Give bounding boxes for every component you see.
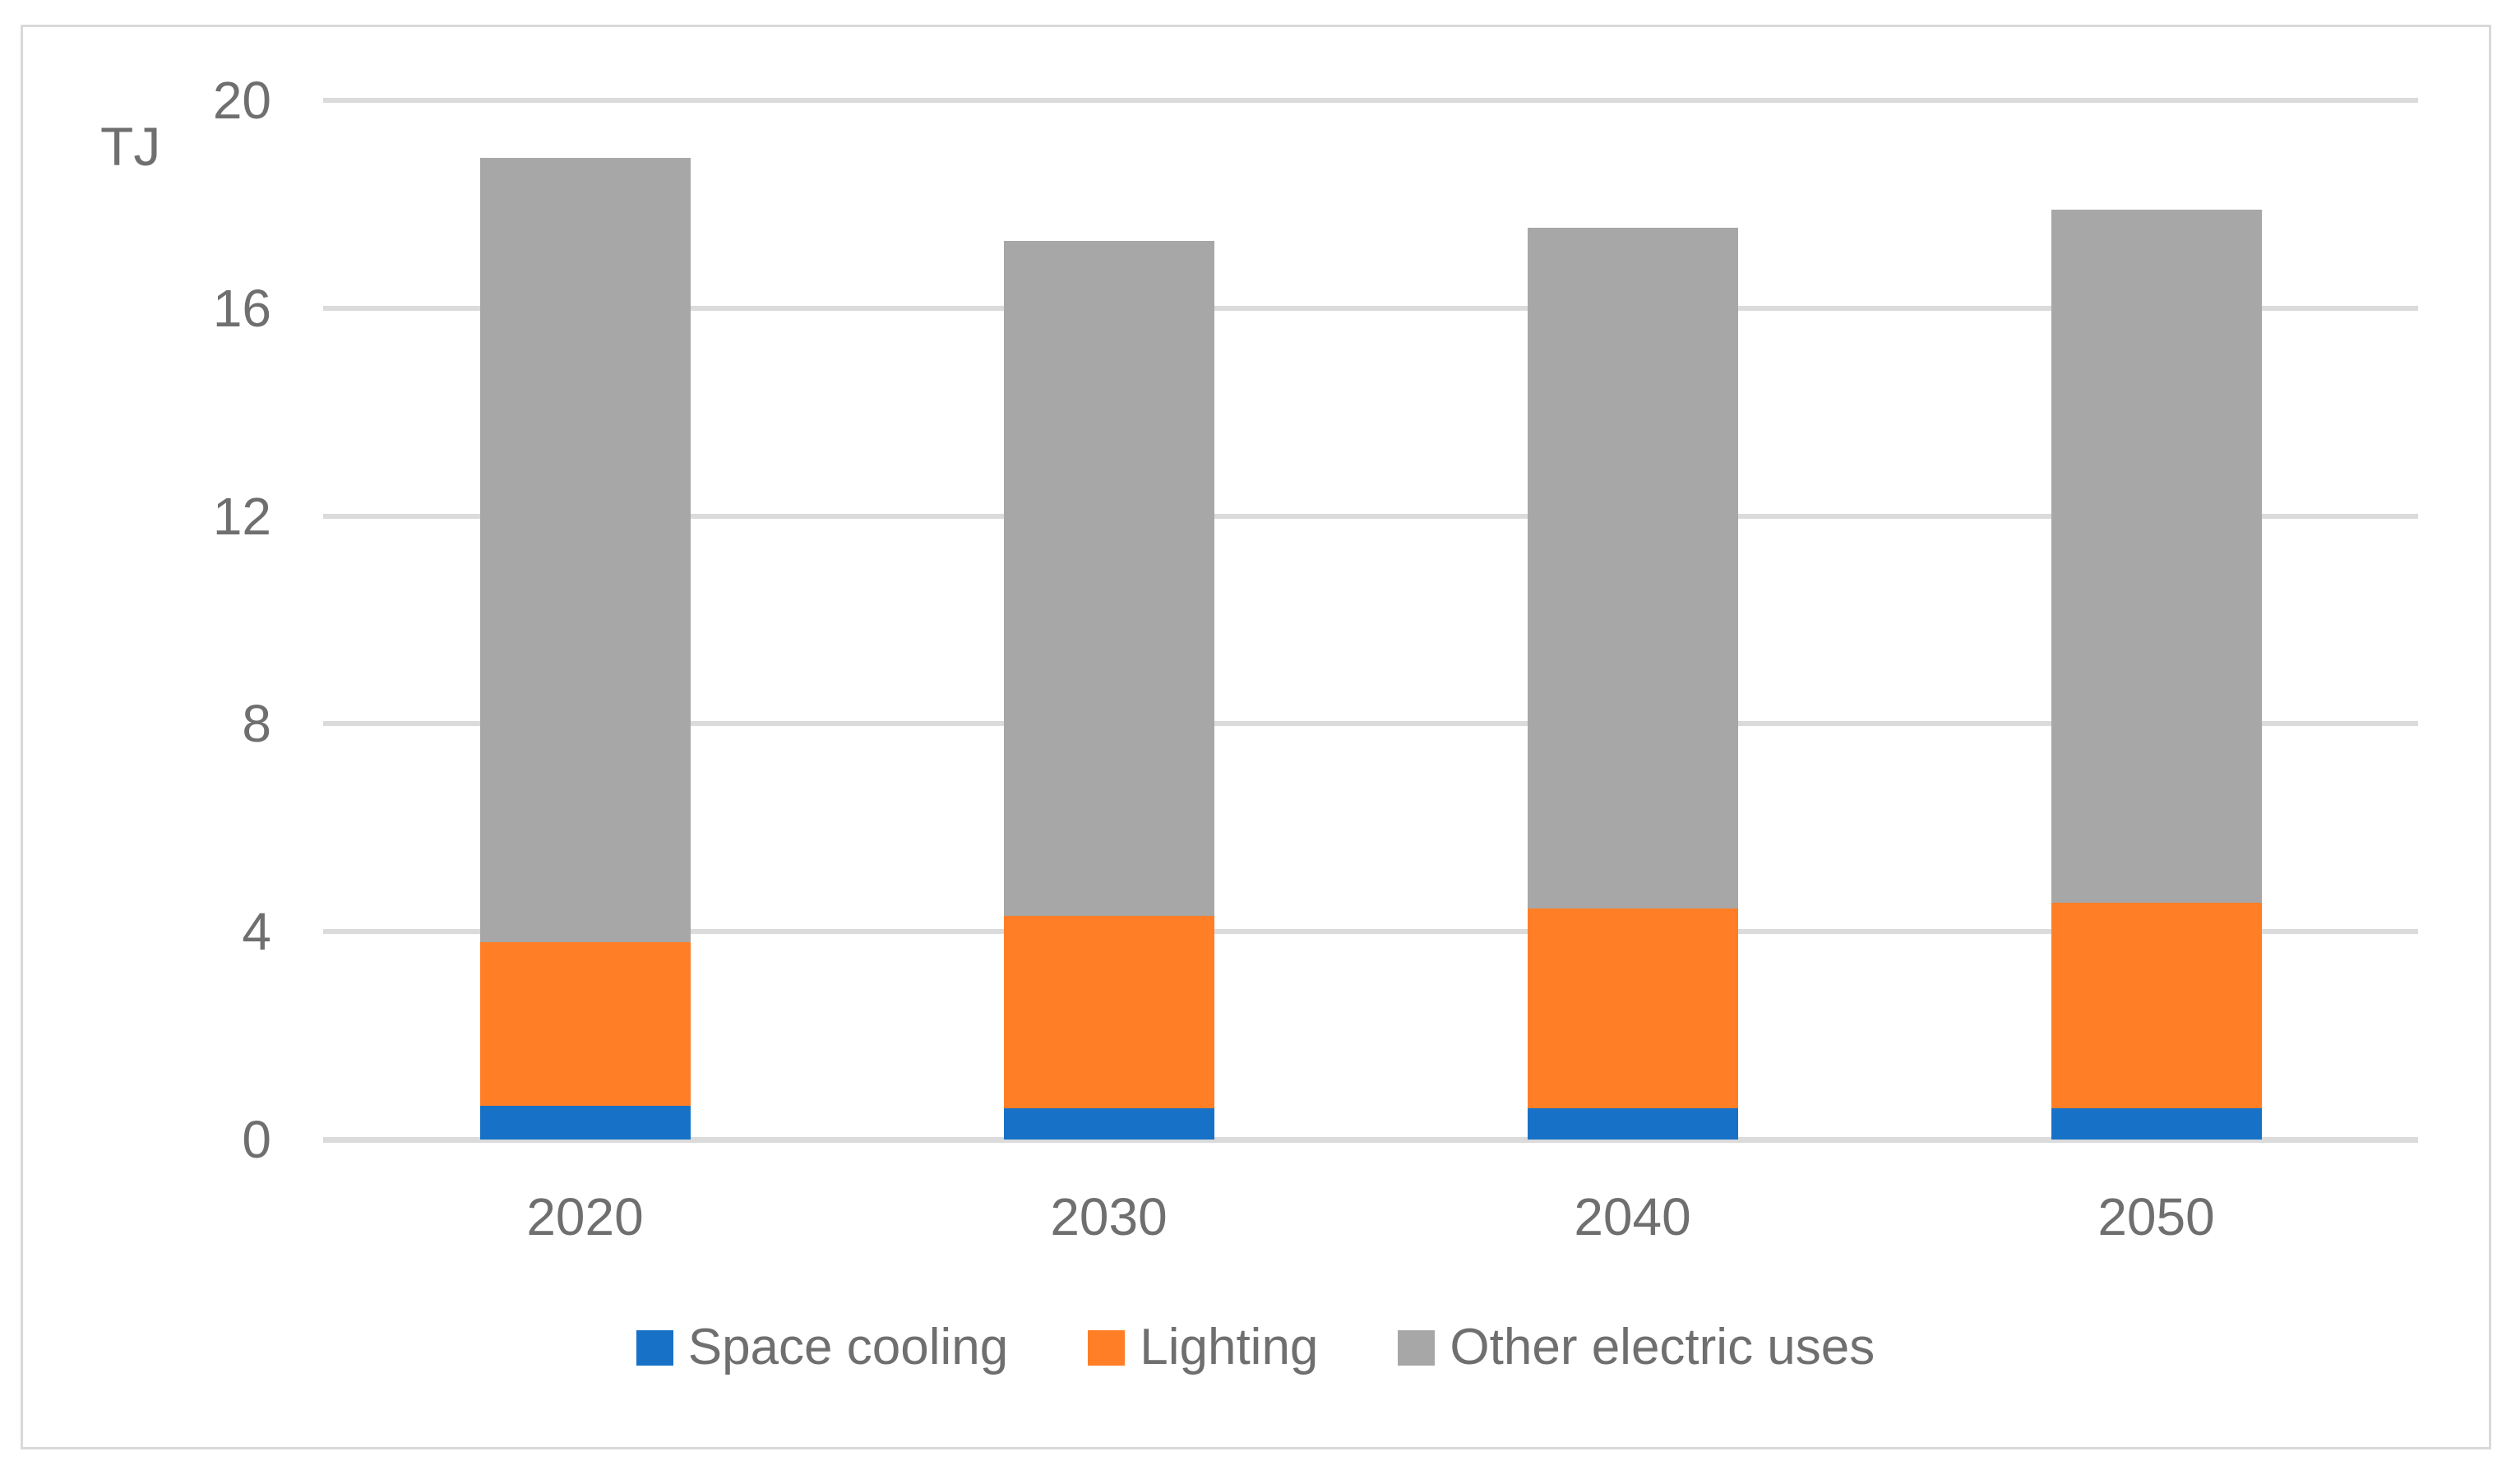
legend-label: Lighting (1140, 1319, 1319, 1375)
y-tick-label-16: 16 (212, 278, 271, 338)
legend-item-other-electric-uses: Other electric uses (1398, 1317, 1875, 1378)
x-tick-label-2050: 2050 (2097, 1187, 2215, 1246)
bar-segment-2030-lighting (1003, 916, 1214, 1109)
bar-segment-2040-space-cooling (1527, 1108, 1738, 1140)
bar-segment-2050-space-cooling (2051, 1108, 2262, 1140)
bar-segment-2020-other-electric-uses (479, 157, 691, 942)
y-tick-label-20: 20 (212, 71, 271, 130)
bar-segment-2040-lighting (1527, 908, 1738, 1109)
bar-segment-2050-lighting (2051, 903, 2262, 1109)
y-tick-label-0: 0 (242, 1110, 271, 1169)
gridline-4 (323, 929, 2418, 935)
legend-item-lighting: Lighting (1088, 1317, 1318, 1378)
gridline-20 (323, 98, 2418, 103)
bar-segment-2030-other-electric-uses (1003, 240, 1214, 917)
x-tick-label-2030: 2030 (1050, 1187, 1168, 1246)
legend-label: Other electric uses (1450, 1319, 1875, 1375)
gridline-16 (323, 305, 2418, 311)
bar-segment-2030-space-cooling (1003, 1108, 1214, 1140)
bar-segment-2020-space-cooling (479, 1105, 691, 1140)
y-axis-unit-label: TJ (100, 116, 161, 177)
bar-segment-2040-other-electric-uses (1527, 227, 1738, 908)
bar-segment-2050-other-electric-uses (2051, 209, 2262, 904)
x-tick-label-2020: 2020 (526, 1187, 644, 1246)
y-tick-label-4: 4 (242, 902, 271, 962)
legend-marker-icon (1088, 1329, 1126, 1366)
legend-label: Space cooling (687, 1319, 1009, 1375)
x-tick-label-2040: 2040 (1574, 1187, 1691, 1246)
legend-marker-icon (1398, 1329, 1436, 1366)
bar-segment-2020-lighting (479, 941, 691, 1106)
gridline-0 (323, 1137, 2418, 1143)
y-tick-label-8: 8 (242, 694, 271, 754)
y-tick-label-12: 12 (212, 486, 271, 546)
legend-marker-icon (636, 1329, 673, 1366)
gridline-12 (323, 513, 2418, 519)
legend-item-space-cooling: Space cooling (636, 1317, 1009, 1378)
legend: Space cooling Lighting Other electric uses (0, 1317, 2511, 1378)
gridline-8 (323, 721, 2418, 727)
